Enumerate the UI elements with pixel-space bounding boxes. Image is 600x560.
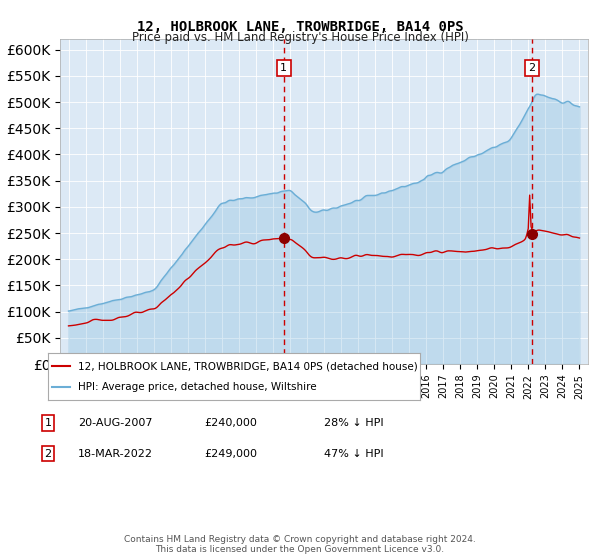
Text: 28% ↓ HPI: 28% ↓ HPI: [324, 418, 383, 428]
Text: £240,000: £240,000: [204, 418, 257, 428]
Text: 2: 2: [529, 63, 536, 73]
Text: 18-MAR-2022: 18-MAR-2022: [78, 449, 153, 459]
Text: £249,000: £249,000: [204, 449, 257, 459]
Text: 1: 1: [280, 63, 287, 73]
Text: 12, HOLBROOK LANE, TROWBRIDGE, BA14 0PS: 12, HOLBROOK LANE, TROWBRIDGE, BA14 0PS: [137, 20, 463, 34]
Text: 12, HOLBROOK LANE, TROWBRIDGE, BA14 0PS (detached house): 12, HOLBROOK LANE, TROWBRIDGE, BA14 0PS …: [78, 361, 418, 371]
Text: 2: 2: [44, 449, 52, 459]
Text: 47% ↓ HPI: 47% ↓ HPI: [324, 449, 383, 459]
Text: Contains HM Land Registry data © Crown copyright and database right 2024.
This d: Contains HM Land Registry data © Crown c…: [124, 535, 476, 554]
Text: Price paid vs. HM Land Registry's House Price Index (HPI): Price paid vs. HM Land Registry's House …: [131, 31, 469, 44]
Text: 1: 1: [44, 418, 52, 428]
Text: HPI: Average price, detached house, Wiltshire: HPI: Average price, detached house, Wilt…: [78, 382, 316, 392]
Text: 20-AUG-2007: 20-AUG-2007: [78, 418, 152, 428]
